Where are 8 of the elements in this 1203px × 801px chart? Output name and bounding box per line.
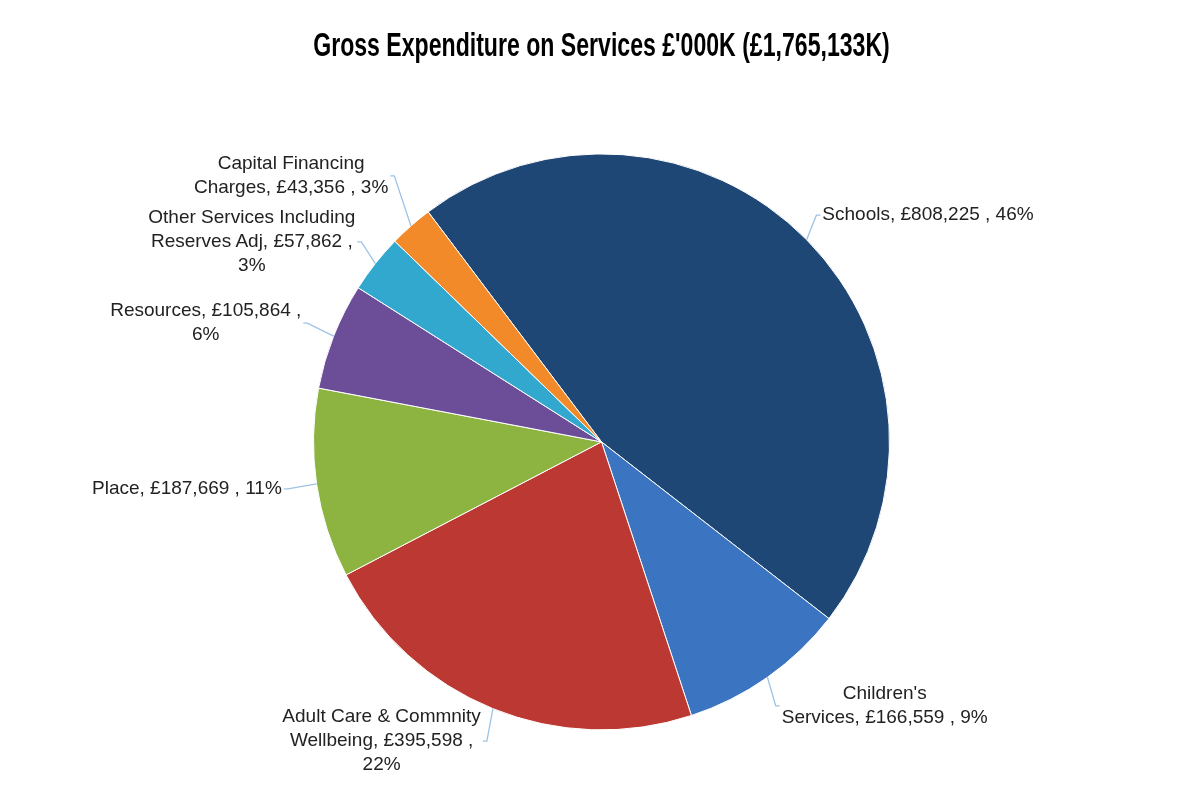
slice-label: Resources, £105,864 , 6% (110, 299, 302, 345)
slice-label: Adult Care & Commnity Wellbeing, £395,598 , 22% (282, 705, 482, 775)
slice-label: Schools, £808,225 , 46% (822, 203, 1034, 225)
slice-label: Children's Services, £166,559 , 9% (781, 682, 988, 728)
slice-label: Capital Financing Charges, £43,356 , 3% (193, 152, 389, 198)
slice-label: Place, £187,669 , 11% (91, 477, 282, 499)
slice-label: Other Services Including Reserves Adj, £57,862 , 3% (148, 206, 356, 276)
chart-title: Gross Expenditure on Services £'000K (£1,765,133K) (313, 25, 890, 63)
